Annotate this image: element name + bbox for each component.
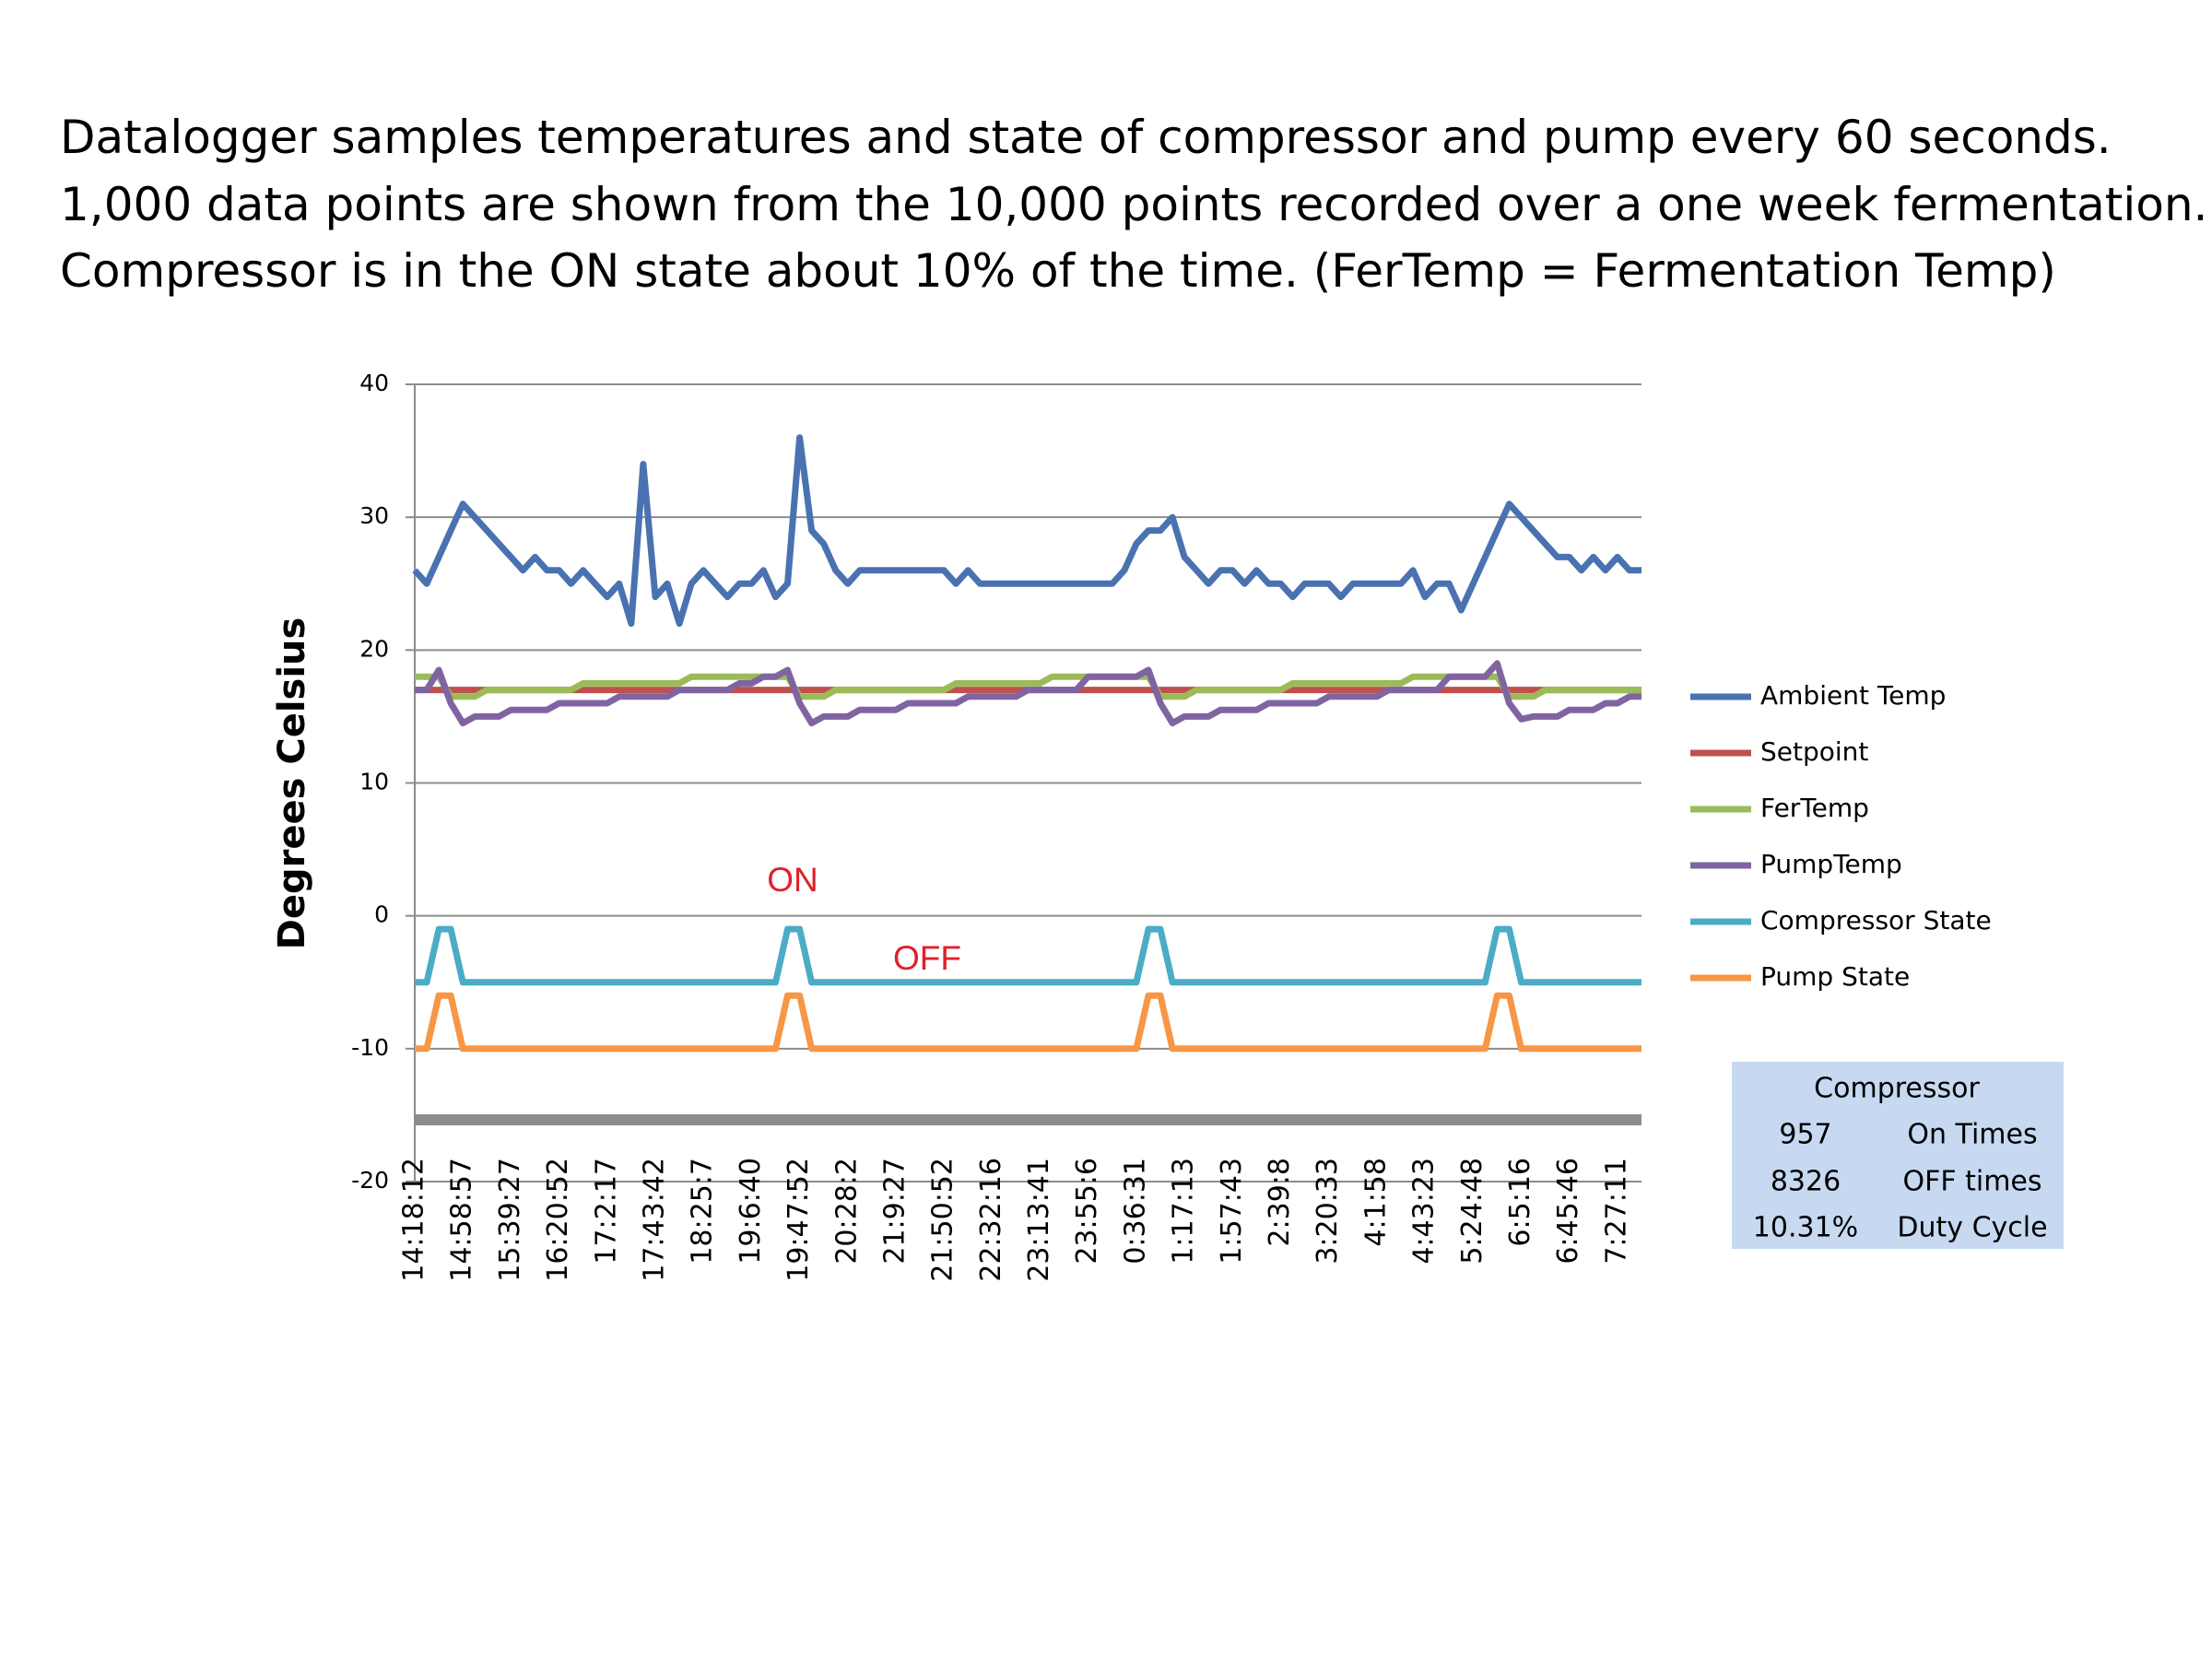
x-tick-label: 14:18:12 bbox=[398, 1158, 430, 1282]
table-cell: OFF times bbox=[1902, 1166, 2041, 1198]
x-tick-label: 17:43:42 bbox=[638, 1158, 670, 1282]
x-tick-label: 19:6:40 bbox=[735, 1158, 767, 1265]
table-cell: Duty Cycle bbox=[1897, 1212, 2047, 1244]
annotation: ON bbox=[767, 861, 818, 899]
table-title: Compressor bbox=[1814, 1073, 1980, 1105]
x-tick-label: 2:39:8 bbox=[1264, 1158, 1296, 1247]
x-tick-label: 21:50:52 bbox=[927, 1158, 959, 1282]
x-tick-label: 6:45:46 bbox=[1552, 1158, 1584, 1265]
legend-label: Setpoint bbox=[1760, 736, 1868, 767]
legend-label: FerTemp bbox=[1760, 793, 1869, 823]
x-tick-label: 14:58:57 bbox=[446, 1158, 478, 1282]
y-axis-label: Degrees Celsius bbox=[271, 618, 313, 950]
series-line bbox=[415, 992, 1641, 1053]
legend-label: Pump State bbox=[1760, 961, 1910, 992]
x-tick-label: 20:28:2 bbox=[830, 1158, 863, 1265]
x-tick-label: 3:20:33 bbox=[1312, 1158, 1344, 1265]
x-tick-label: 21:9:27 bbox=[878, 1158, 911, 1265]
table-cell: On Times bbox=[1907, 1119, 2037, 1151]
table-cell: 10.31% bbox=[1753, 1212, 1858, 1244]
axis-band bbox=[415, 1114, 1641, 1125]
legend-label: Ambient Temp bbox=[1760, 680, 1946, 711]
legend-label: PumpTemp bbox=[1760, 849, 1902, 879]
x-tick-label: 7:27:11 bbox=[1600, 1158, 1632, 1265]
series-line bbox=[415, 673, 1641, 700]
y-tick-label: 0 bbox=[374, 901, 389, 928]
x-tick-label: 19:47:52 bbox=[782, 1158, 815, 1282]
x-tick-label: 17:2:17 bbox=[590, 1158, 622, 1265]
table-cell: 957 bbox=[1779, 1119, 1831, 1151]
x-tick-label: 4:43:23 bbox=[1408, 1158, 1441, 1265]
x-tick-label: 15:39:27 bbox=[494, 1158, 526, 1282]
x-tick-label: 1:57:43 bbox=[1216, 1158, 1248, 1265]
series-line bbox=[415, 925, 1641, 986]
table-cell: 8326 bbox=[1771, 1166, 1841, 1198]
y-tick-label: 40 bbox=[359, 370, 389, 396]
x-tick-label: 16:20:52 bbox=[542, 1158, 574, 1282]
y-tick-label: 30 bbox=[359, 502, 389, 529]
title-line: Compressor is in the ON state about 10% … bbox=[60, 244, 2056, 298]
x-tick-label: 6:5:16 bbox=[1504, 1158, 1536, 1247]
y-tick-label: 20 bbox=[359, 635, 389, 662]
x-tick-label: 1:17:13 bbox=[1168, 1158, 1200, 1265]
x-tick-label: 23:13:41 bbox=[1023, 1158, 1055, 1282]
x-tick-label: 4:1:58 bbox=[1359, 1158, 1392, 1247]
legend-label: Compressor State bbox=[1760, 905, 1992, 935]
x-tick-label: 23:55:6 bbox=[1071, 1158, 1103, 1265]
title-line: Datalogger samples temperatures and stat… bbox=[60, 111, 2112, 164]
annotation: OFF bbox=[893, 939, 961, 977]
summary-table bbox=[1732, 1062, 2064, 1249]
y-tick-label: -10 bbox=[351, 1034, 389, 1061]
series-line bbox=[415, 660, 1641, 727]
y-tick-label: 10 bbox=[359, 769, 389, 795]
x-tick-label: 0:36:31 bbox=[1119, 1158, 1151, 1265]
plot: -20 -10 0 10 20 30 40 14:18:12 14:58:57 15:39:27 1… bbox=[351, 370, 1992, 1282]
series-line bbox=[412, 434, 1641, 627]
x-tick-label: 22:32:16 bbox=[975, 1158, 1007, 1282]
x-tick-label: 18:25:7 bbox=[687, 1158, 719, 1265]
title-line: 1,000 data points are shown from the 10,… bbox=[60, 178, 2207, 231]
x-tick-label: 5:24:48 bbox=[1456, 1158, 1488, 1265]
y-tick-label: -20 bbox=[351, 1167, 389, 1194]
